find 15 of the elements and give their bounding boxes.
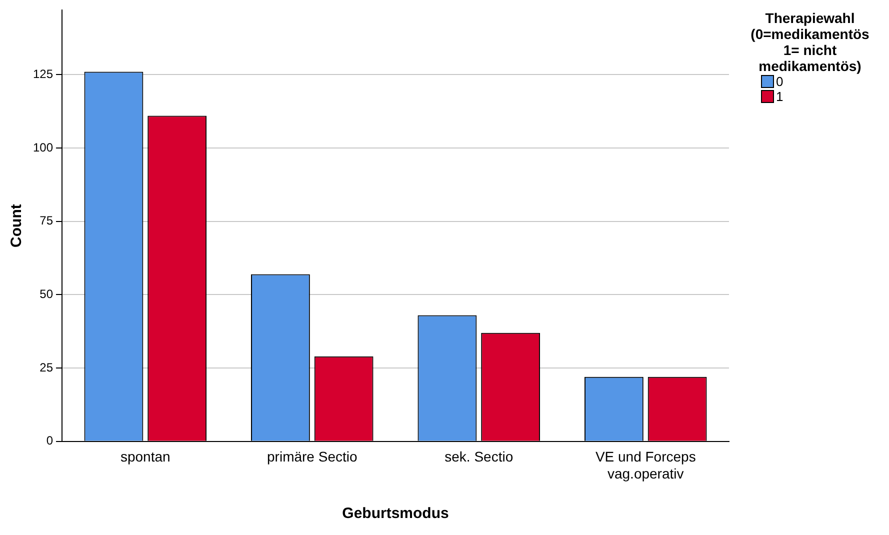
y-tick-label: 100 <box>32 140 54 154</box>
x-tick-label: primäre Sectio <box>267 448 358 465</box>
x-tick-label: sek. Sectio <box>444 448 514 465</box>
x-tick-label: VE und Forceps vag.operativ <box>595 448 696 482</box>
y-axis-title: Count <box>8 204 26 248</box>
x-tick-label: spontan <box>120 448 170 465</box>
x-axis-title: Geburtsmodus <box>342 505 449 522</box>
legend-label: 0 <box>775 74 784 89</box>
y-tick-label: 75 <box>40 214 54 228</box>
y-tick-label: 0 <box>46 434 54 448</box>
y-tick-label: 50 <box>40 287 54 302</box>
y-tick-label: 25 <box>40 360 54 374</box>
legend-title: Therapiewahl (0=medikamentös 1= nicht medikamentös) <box>750 10 870 74</box>
y-tick-label: 125 <box>32 67 54 82</box>
legend-label: 1 <box>775 89 784 104</box>
